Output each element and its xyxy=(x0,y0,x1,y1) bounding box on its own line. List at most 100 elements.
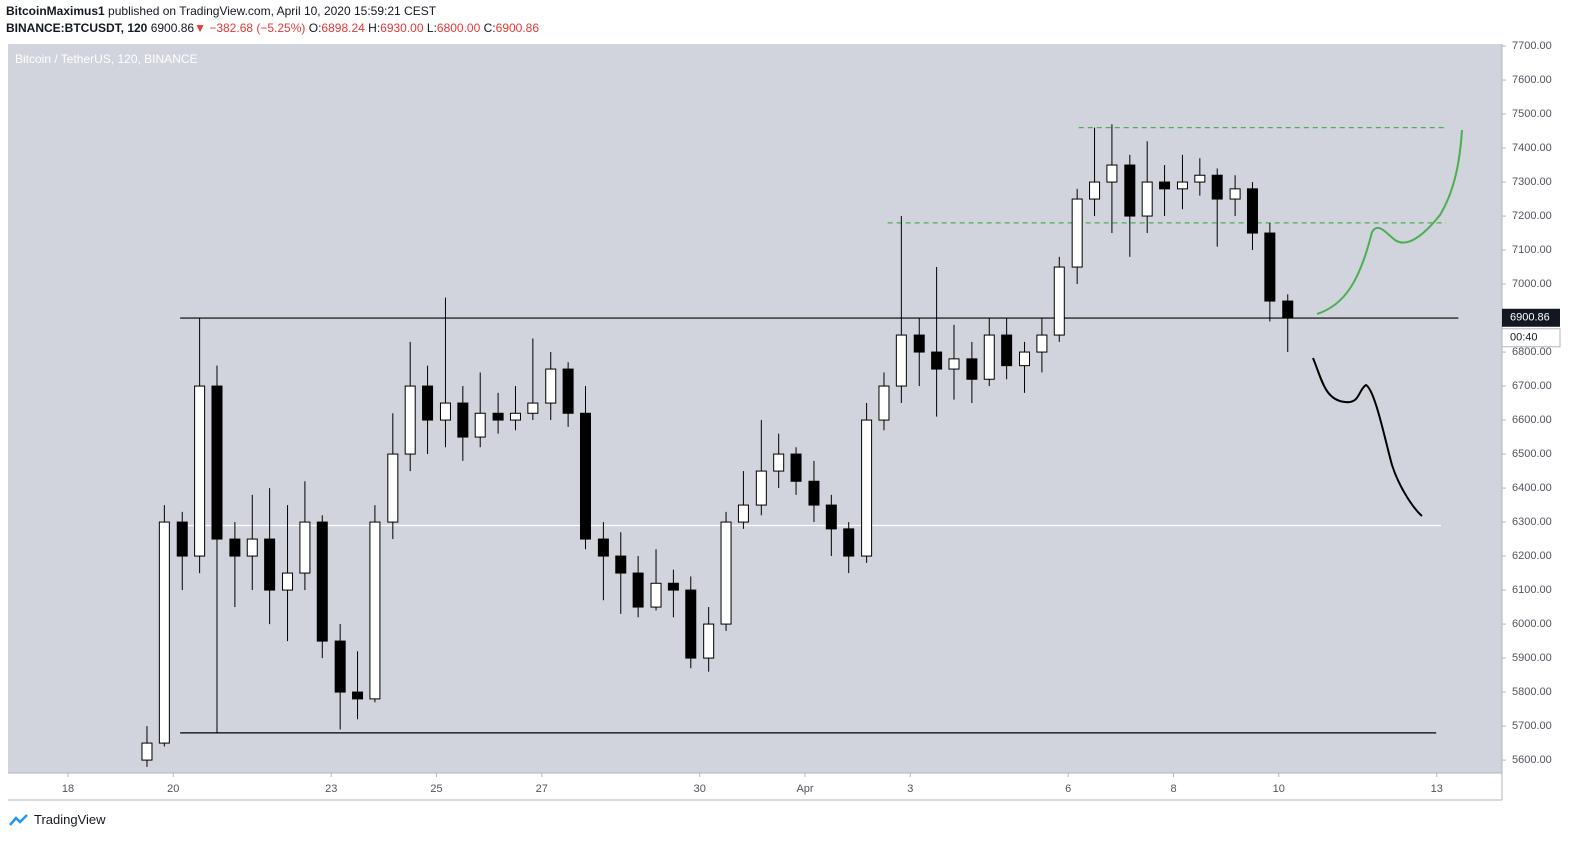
candle-body xyxy=(720,521,732,625)
candle-body xyxy=(334,640,346,693)
y-tick-label: 6700.00 xyxy=(1512,380,1552,392)
candle-body xyxy=(667,582,679,591)
candle-body xyxy=(194,385,206,557)
x-tick-label: 10 xyxy=(1273,783,1285,795)
chart: Bitcoin / TetherUS, 120, BINANCE 5600.00… xyxy=(8,40,1561,801)
candle-body xyxy=(316,521,328,642)
change: −382.68 (−5.25%) xyxy=(209,21,306,35)
y-tick-label: 6600.00 xyxy=(1512,414,1552,426)
candle-body xyxy=(1159,181,1171,190)
candle-body xyxy=(1246,188,1258,234)
y-tick-label: 7100.00 xyxy=(1512,244,1552,256)
y-tick-label: 7400.00 xyxy=(1512,142,1552,154)
candle-body xyxy=(1106,164,1118,183)
y-tick-label: 6400.00 xyxy=(1512,482,1552,494)
candle-body xyxy=(597,538,609,557)
candle-body xyxy=(211,385,223,540)
x-tick-label: 23 xyxy=(325,783,337,795)
brand: TradingView xyxy=(34,812,106,827)
y-tick-label: 7600.00 xyxy=(1512,74,1552,86)
x-tick-label: 20 xyxy=(167,783,179,795)
candle-body xyxy=(492,412,504,421)
candle-body xyxy=(1019,351,1031,367)
candle-body xyxy=(1229,188,1241,200)
y-tick-label: 6000.00 xyxy=(1512,618,1552,630)
published: published on TradingView.com, April 10, … xyxy=(108,4,437,18)
y-tick-label: 6200.00 xyxy=(1512,550,1552,562)
candle-body xyxy=(615,555,627,574)
y-tick-label: 6300.00 xyxy=(1512,516,1552,528)
candle-body xyxy=(1176,181,1188,190)
h: 6930.00 xyxy=(380,21,424,35)
c: 6900.86 xyxy=(495,21,540,35)
candle-body xyxy=(685,589,697,659)
y-tick-label: 5600.00 xyxy=(1512,754,1552,766)
candle-body xyxy=(790,453,802,482)
publish-line: BitcoinMaximus1 published on TradingView… xyxy=(6,4,436,18)
candle-body xyxy=(1124,164,1136,217)
candle-body xyxy=(229,538,241,557)
candle-body xyxy=(632,572,644,608)
h-label: H: xyxy=(368,21,381,35)
arrow: ▼ xyxy=(194,21,206,35)
candle-body xyxy=(983,334,995,380)
candle-body xyxy=(264,538,276,591)
candle-body xyxy=(474,412,486,438)
candle-body xyxy=(387,453,399,523)
candle-body xyxy=(825,504,837,530)
y-tick-label: 6100.00 xyxy=(1512,584,1552,596)
x-tick-label: 13 xyxy=(1431,783,1443,795)
price-label-box xyxy=(1502,308,1560,327)
plot-area xyxy=(8,44,1502,773)
candle-body xyxy=(1036,334,1048,353)
candle-body xyxy=(1071,198,1083,268)
y-tick-label: 7200.00 xyxy=(1512,210,1552,222)
y-tick-label: 5800.00 xyxy=(1512,686,1552,698)
bearish-projection xyxy=(1312,357,1423,517)
candle-body xyxy=(282,572,294,591)
candle-body xyxy=(299,521,311,574)
candle-body xyxy=(246,538,258,557)
bullish-projection xyxy=(1316,129,1463,315)
candle-body xyxy=(1053,266,1065,336)
x-tick-label: 30 xyxy=(694,783,706,795)
candle-body xyxy=(895,334,907,387)
candle-body xyxy=(773,453,785,472)
candle-body xyxy=(843,528,855,557)
y-tick-label: 7300.00 xyxy=(1512,176,1552,188)
timer-box xyxy=(1501,328,1561,348)
l-label: L: xyxy=(426,21,437,35)
c-label: C: xyxy=(483,21,496,35)
x-tick-label: Apr xyxy=(796,783,813,795)
x-tick-label: 27 xyxy=(536,783,548,795)
candle-body xyxy=(579,412,591,540)
candle-body xyxy=(158,521,170,744)
l: 6800.00 xyxy=(436,21,481,35)
y-tick-label: 7500.00 xyxy=(1512,108,1552,120)
candle-body xyxy=(755,470,767,506)
price-label: 6900.86 xyxy=(1510,312,1550,324)
candle-body xyxy=(1282,300,1294,319)
candle-body xyxy=(369,521,381,700)
candle-body xyxy=(861,419,873,557)
candle-body xyxy=(878,385,890,421)
candle-body xyxy=(1141,181,1153,217)
candle-body xyxy=(527,402,539,414)
candle-body xyxy=(422,385,434,421)
last: 6900.86 xyxy=(150,21,195,35)
x-tick-label: 25 xyxy=(430,783,442,795)
candle-body xyxy=(703,623,715,659)
candle-body xyxy=(1001,334,1013,367)
x-tick-label: 18 xyxy=(62,783,74,795)
footer: TradingView xyxy=(8,812,106,827)
candle-body xyxy=(562,368,574,414)
candle-body xyxy=(176,521,188,557)
logo xyxy=(9,813,28,826)
x-tick-label: 8 xyxy=(1170,783,1176,795)
candle-body xyxy=(948,358,960,370)
candle-body xyxy=(141,742,153,761)
candle-body xyxy=(931,351,943,370)
x-tick-label: 3 xyxy=(907,783,913,795)
candle-body xyxy=(913,334,925,353)
